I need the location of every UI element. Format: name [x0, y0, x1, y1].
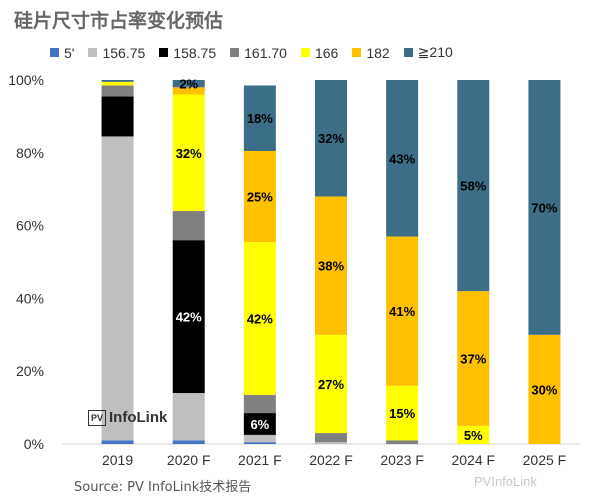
bar-segment [315, 442, 347, 444]
data-label: 42% [176, 310, 202, 325]
x-tick-label: 2020 F [167, 452, 211, 468]
data-label: 5% [464, 428, 483, 443]
bar-segment [528, 334, 561, 444]
logo-mark: PV [88, 409, 107, 426]
legend-item: 156.75 [88, 45, 145, 61]
bar-segment [172, 211, 205, 241]
data-label: 15% [389, 406, 415, 421]
legend-item: 182 [352, 44, 390, 61]
bar-segment [528, 80, 561, 335]
bar-segment [101, 440, 134, 444]
source-note: Source: PV InfoLink技术报告 [74, 480, 252, 495]
bar-segment [101, 136, 134, 441]
y-tick-label: 20% [16, 363, 44, 379]
bar-segment [386, 440, 419, 444]
bar-segment [172, 393, 205, 441]
data-label: 37% [460, 351, 486, 366]
legend-swatch [50, 48, 59, 57]
bar-segment [243, 434, 276, 443]
data-label: 58% [460, 179, 486, 194]
data-label: 42% [247, 311, 273, 326]
legend-item: 158.75 [159, 45, 216, 61]
legend-label: 5' [64, 44, 75, 61]
bar-segment [315, 334, 347, 434]
data-label: 32% [318, 131, 344, 146]
data-label: 30% [531, 382, 557, 397]
legend-item: 5' [50, 45, 74, 61]
data-label: 18% [247, 111, 273, 126]
y-tick-label: 80% [16, 145, 44, 161]
legend-item: 166 [300, 44, 339, 61]
x-tick-label: 2022 F [309, 452, 353, 468]
watermark: PVInfoLink [474, 474, 537, 489]
x-tick-label: 2019 [102, 452, 133, 468]
legend-swatch [88, 48, 98, 57]
legend-label: 166 [314, 44, 339, 61]
data-label: 6% [250, 417, 269, 432]
bar-segment [315, 196, 347, 335]
bar-segment [101, 80, 134, 82]
data-label: 43% [389, 151, 415, 166]
data-label: 27% [318, 377, 344, 392]
bar-segment [386, 80, 419, 237]
bar-segment [101, 81, 134, 86]
bar-segment [172, 240, 205, 394]
x-tick-label: 2023 F [380, 452, 424, 468]
bar-segment [457, 291, 490, 426]
data-label: 25% [247, 189, 273, 204]
y-tick-label: 60% [16, 218, 44, 234]
legend-item: 161.70 [230, 45, 287, 61]
chart-title: 硅片尺寸市占率变化预估 [14, 10, 224, 32]
bar-segment [315, 433, 347, 443]
x-tick-label: 2024 F [451, 452, 495, 468]
data-label: 70% [531, 200, 557, 215]
legend-label: 161.70 [244, 44, 287, 61]
bar-segment [386, 236, 419, 386]
y-tick-label: 40% [16, 290, 44, 306]
bar-segment [243, 394, 276, 414]
infolink-logo: PV InfoLink [88, 409, 167, 426]
legend-swatch [230, 48, 240, 57]
y-tick-label: 0% [24, 436, 44, 452]
bar-segment [243, 241, 276, 395]
bar-segment [457, 80, 490, 292]
x-tick-label: 2021 F [238, 452, 282, 468]
bar-segment [172, 80, 205, 88]
bar-segment [172, 94, 205, 212]
bar-segment [243, 85, 276, 151]
bar-segment [101, 96, 134, 137]
legend-item: ≧210 [403, 44, 453, 61]
data-label: 38% [318, 259, 344, 274]
bar-segment [243, 442, 276, 444]
legend-label: 182 [366, 44, 390, 61]
legend: 5' 156.75 158.75 161.70 166 182 ≧210 [50, 44, 453, 61]
y-tick-label: 100% [8, 72, 44, 88]
bar-segment [101, 85, 134, 97]
bar-segment [172, 440, 205, 444]
legend-label: 158.75 [173, 44, 217, 61]
legend-swatch [159, 48, 169, 57]
bar-segment [315, 80, 347, 197]
legend-swatch [300, 48, 310, 57]
data-label: 32% [176, 146, 202, 161]
bar-segment [243, 413, 276, 435]
data-label: 2% [179, 77, 198, 92]
bar-segment [172, 87, 205, 95]
bar-segment [243, 150, 276, 242]
legend-swatch [352, 48, 362, 57]
legend-label: ≧210 [417, 44, 453, 60]
legend-label: 156.75 [102, 44, 146, 61]
x-tick-label: 2025 F [523, 452, 567, 468]
legend-swatch [403, 48, 413, 57]
logo-text: InfoLink [109, 409, 168, 426]
bar-segment [386, 385, 419, 441]
data-label: 41% [389, 304, 415, 319]
bar-segment [457, 425, 490, 444]
